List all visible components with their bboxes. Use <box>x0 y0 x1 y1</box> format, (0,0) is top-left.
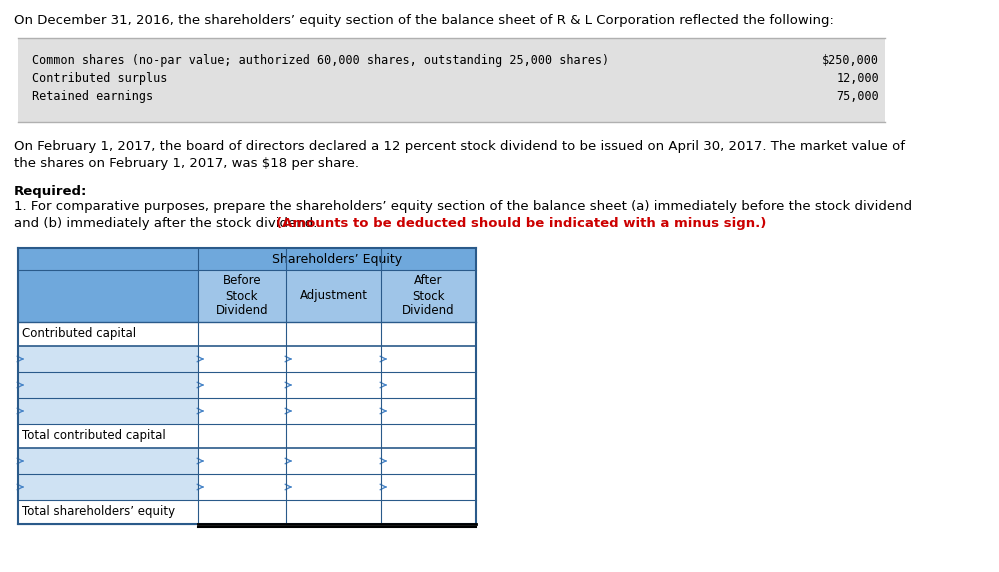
Bar <box>18 448 198 474</box>
Text: 12,000: 12,000 <box>836 72 879 85</box>
Bar <box>286 372 381 398</box>
Text: Common shares (no-par value; authorized 60,000 shares, outstanding 25,000 shares: Common shares (no-par value; authorized … <box>32 54 609 67</box>
Bar <box>198 474 286 500</box>
Text: and (b) immediately after the stock dividend.: and (b) immediately after the stock divi… <box>14 217 322 230</box>
Bar <box>286 270 381 322</box>
Bar <box>381 474 476 500</box>
Bar <box>198 372 286 398</box>
Bar <box>286 424 381 448</box>
Bar <box>381 270 476 322</box>
Text: 1. For comparative purposes, prepare the shareholders’ equity section of the bal: 1. For comparative purposes, prepare the… <box>14 200 912 213</box>
Bar <box>198 398 286 424</box>
Bar <box>286 398 381 424</box>
Bar <box>198 270 286 322</box>
Bar <box>286 474 381 500</box>
Bar <box>381 500 476 524</box>
Bar <box>381 346 476 372</box>
Text: After
Stock
Dividend: After Stock Dividend <box>403 275 455 317</box>
Text: $250,000: $250,000 <box>822 54 879 67</box>
Bar <box>18 346 198 372</box>
Bar <box>286 448 381 474</box>
Bar <box>286 346 381 372</box>
Text: Retained earnings: Retained earnings <box>32 90 153 103</box>
Bar <box>18 474 198 500</box>
Bar <box>18 372 198 398</box>
Bar <box>381 322 476 346</box>
Text: Shareholders’ Equity: Shareholders’ Equity <box>272 252 402 265</box>
Text: Before
Stock
Dividend: Before Stock Dividend <box>216 275 269 317</box>
Text: Required:: Required: <box>14 185 87 198</box>
Bar <box>198 322 286 346</box>
Bar <box>286 322 381 346</box>
Text: the shares on February 1, 2017, was $18 per share.: the shares on February 1, 2017, was $18 … <box>14 157 359 170</box>
Text: Adjustment: Adjustment <box>300 289 368 303</box>
Bar <box>198 346 286 372</box>
Text: On December 31, 2016, the shareholders’ equity section of the balance sheet of R: On December 31, 2016, the shareholders’ … <box>14 14 834 27</box>
Text: On February 1, 2017, the board of directors declared a 12 percent stock dividend: On February 1, 2017, the board of direct… <box>14 140 905 153</box>
Bar <box>381 448 476 474</box>
Bar <box>18 38 885 122</box>
Text: Total shareholders’ equity: Total shareholders’ equity <box>22 506 175 518</box>
Bar <box>381 398 476 424</box>
Text: Total contributed capital: Total contributed capital <box>22 430 166 443</box>
Bar <box>381 424 476 448</box>
Bar <box>18 248 198 270</box>
Bar <box>18 270 198 322</box>
Text: 75,000: 75,000 <box>836 90 879 103</box>
Bar <box>18 398 198 424</box>
Bar <box>198 448 286 474</box>
Bar <box>198 500 286 524</box>
Bar <box>198 248 476 270</box>
Text: (Amounts to be deducted should be indicated with a minus sign.): (Amounts to be deducted should be indica… <box>276 217 766 230</box>
Text: Contributed surplus: Contributed surplus <box>32 72 168 85</box>
Bar <box>18 424 198 448</box>
Bar <box>198 424 286 448</box>
Bar <box>18 322 198 346</box>
Bar <box>18 500 198 524</box>
Text: Contributed capital: Contributed capital <box>22 328 136 340</box>
Bar <box>381 372 476 398</box>
Bar <box>286 500 381 524</box>
